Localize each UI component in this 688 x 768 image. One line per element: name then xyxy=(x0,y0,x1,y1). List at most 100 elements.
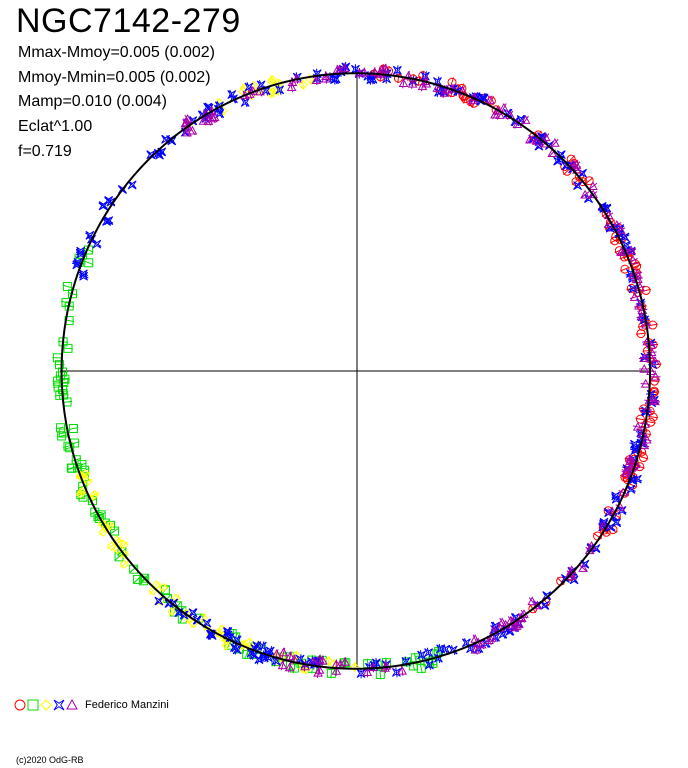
error-bar xyxy=(386,68,389,79)
error-bar xyxy=(580,191,590,199)
star-data-point xyxy=(448,645,458,655)
error-bar xyxy=(567,566,576,575)
error-bar xyxy=(647,323,658,327)
triangle-data-point xyxy=(495,110,505,119)
error-bar xyxy=(635,332,646,335)
triangle-data-point xyxy=(641,434,652,444)
error-bar xyxy=(645,342,656,344)
error-bar xyxy=(540,139,548,149)
error-bar xyxy=(629,442,640,446)
triangle-data-point xyxy=(369,67,380,76)
chart-title: NGC7142-279 xyxy=(16,2,241,40)
error-bar xyxy=(75,248,86,254)
square-data-point xyxy=(55,360,65,370)
triangle-data-point xyxy=(527,596,538,606)
star-data-point xyxy=(606,522,616,532)
triangle-data-point xyxy=(398,78,409,88)
error-bar xyxy=(379,669,382,680)
star-data-point xyxy=(540,600,550,610)
star-data-point xyxy=(505,626,515,636)
triangle-data-point xyxy=(514,619,524,628)
triangle-marker xyxy=(66,698,78,710)
diamond-data-point xyxy=(270,651,280,662)
square-data-point xyxy=(133,574,143,584)
error-bar xyxy=(260,641,265,652)
star-data-point xyxy=(366,75,376,85)
error-bar xyxy=(114,553,124,561)
star-marker xyxy=(53,699,65,711)
legend-markers xyxy=(14,698,78,711)
star-data-point xyxy=(228,94,238,104)
triangle-data-point xyxy=(571,160,582,169)
square-data-point xyxy=(375,669,385,679)
error-bar xyxy=(87,497,98,504)
error-bar xyxy=(133,575,142,584)
error-bar xyxy=(579,564,588,572)
stat-eclat: Eclat^1.00 xyxy=(18,118,93,135)
square-data-point xyxy=(62,281,72,291)
triangle-data-point xyxy=(639,440,650,450)
triangle-data-point xyxy=(636,311,647,321)
error-bar xyxy=(635,301,646,305)
triangle-data-point xyxy=(588,181,598,191)
star-data-point xyxy=(146,150,156,160)
error-bar xyxy=(56,434,67,438)
error-bar xyxy=(277,84,282,95)
legend: Federico Manzini xyxy=(13,697,169,713)
triangle-data-point xyxy=(397,665,408,675)
square-data-point xyxy=(56,423,66,433)
star-data-point xyxy=(628,284,638,294)
triangle-data-point xyxy=(476,639,487,649)
error-bar xyxy=(648,415,659,419)
error-bar xyxy=(62,284,73,289)
star-data-point xyxy=(207,631,217,640)
triangle-data-point xyxy=(598,520,609,530)
star-data-point xyxy=(392,65,402,75)
star-data-point xyxy=(612,518,621,528)
star-data-point xyxy=(98,201,108,211)
star-data-point xyxy=(79,271,89,281)
star-data-point xyxy=(256,80,266,90)
triangle-data-point xyxy=(317,655,328,665)
star-data-point xyxy=(202,618,212,628)
diamond-data-point xyxy=(167,606,177,617)
star-data-point xyxy=(214,101,224,111)
error-bar xyxy=(528,597,536,606)
triangle-data-point xyxy=(607,506,617,515)
star-data-point xyxy=(401,657,411,666)
error-bar xyxy=(413,652,417,663)
error-bar xyxy=(626,486,636,492)
diamond-data-point xyxy=(77,486,88,497)
circle-data-point xyxy=(648,412,658,422)
triangle-data-point xyxy=(359,67,370,77)
star-data-point xyxy=(491,632,501,642)
error-bar xyxy=(572,161,581,169)
star-data-point xyxy=(436,644,446,654)
diamond-data-point xyxy=(106,541,117,551)
error-bar xyxy=(641,438,652,442)
star-data-point xyxy=(611,491,621,501)
error-bar xyxy=(637,308,648,312)
star-data-point xyxy=(569,575,579,585)
triangle-data-point xyxy=(311,75,322,85)
triangle-data-point xyxy=(339,63,350,72)
star-data-point xyxy=(85,230,95,240)
star-data-point xyxy=(597,202,607,211)
error-bar xyxy=(83,260,94,266)
circle-marker xyxy=(14,699,26,711)
triangle-data-point xyxy=(497,617,508,627)
star-data-point xyxy=(249,650,259,660)
triangle-data-point xyxy=(650,371,661,381)
square-data-point xyxy=(84,258,94,268)
triangle-data-point xyxy=(417,81,428,91)
error-bar xyxy=(66,465,77,471)
triangle-data-point xyxy=(647,395,658,404)
error-bar xyxy=(443,644,448,655)
triangle-data-point xyxy=(632,421,643,431)
triangle-data-point xyxy=(625,456,635,465)
error-bar xyxy=(476,643,482,654)
star-data-point xyxy=(230,643,239,652)
triangle-data-point xyxy=(531,135,542,145)
error-bar xyxy=(55,426,66,430)
legend-author: Federico Manzini xyxy=(85,699,169,711)
